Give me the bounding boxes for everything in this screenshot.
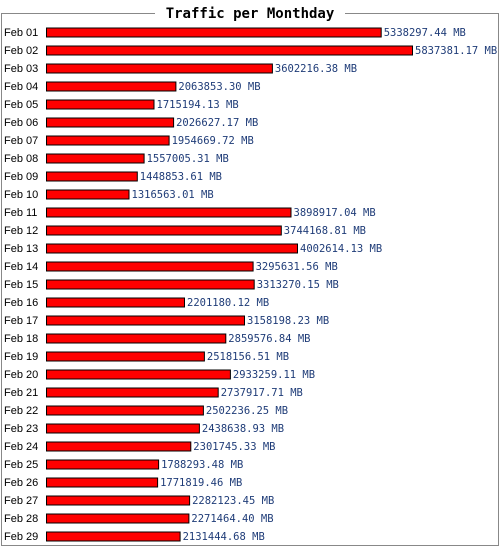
category-label: Feb 19 bbox=[4, 351, 38, 363]
value-label: 1316563.01 MB bbox=[132, 189, 214, 201]
value-label: 4002614.13 MB bbox=[300, 243, 382, 255]
category-label: Feb 13 bbox=[4, 243, 38, 255]
bar bbox=[46, 297, 185, 308]
value-label: 1448853.61 MB bbox=[140, 171, 222, 183]
category-label: Feb 27 bbox=[4, 495, 38, 507]
category-label: Feb 26 bbox=[4, 477, 38, 489]
category-label: Feb 09 bbox=[4, 171, 38, 183]
category-label: Feb 03 bbox=[4, 63, 38, 75]
bar bbox=[46, 225, 282, 236]
bar-rows: Feb 01 5338297.44 MB Feb 02 5837381.17 MB Fe… bbox=[4, 27, 497, 543]
chart-title: Traffic per Monthday bbox=[166, 6, 335, 22]
bar bbox=[46, 261, 254, 272]
bar bbox=[46, 207, 292, 218]
category-label: Feb 17 bbox=[4, 315, 38, 327]
bar bbox=[46, 459, 160, 470]
bar bbox=[46, 315, 245, 326]
value-label: 3744168.81 MB bbox=[284, 225, 366, 237]
bar bbox=[46, 423, 200, 434]
bar bbox=[46, 495, 191, 506]
bar bbox=[46, 513, 190, 524]
value-label: 2301745.33 MB bbox=[193, 441, 275, 453]
value-label: 2502236.25 MB bbox=[206, 405, 288, 417]
category-label: Feb 21 bbox=[4, 387, 38, 399]
bar bbox=[46, 279, 255, 290]
title-background bbox=[155, 4, 345, 24]
category-label: Feb 20 bbox=[4, 369, 38, 381]
value-label: 2859576.84 MB bbox=[228, 333, 310, 345]
value-label: 2131444.68 MB bbox=[183, 531, 265, 543]
category-label: Feb 01 bbox=[4, 27, 38, 39]
category-label: Feb 24 bbox=[4, 441, 38, 453]
category-label: Feb 25 bbox=[4, 459, 38, 471]
value-label: 1557005.31 MB bbox=[147, 153, 229, 165]
category-label: Feb 10 bbox=[4, 189, 38, 201]
category-label: Feb 18 bbox=[4, 333, 38, 345]
bar bbox=[46, 351, 205, 362]
category-label: Feb 15 bbox=[4, 279, 38, 291]
value-label: 1788293.48 MB bbox=[161, 459, 243, 471]
bar bbox=[46, 333, 227, 344]
value-label: 1771819.46 MB bbox=[160, 477, 242, 489]
category-label: Feb 22 bbox=[4, 405, 38, 417]
value-label: 1715194.13 MB bbox=[157, 99, 239, 111]
bar bbox=[46, 387, 219, 398]
category-label: Feb 04 bbox=[4, 81, 38, 93]
bar bbox=[46, 135, 170, 146]
category-label: Feb 12 bbox=[4, 225, 38, 237]
bar bbox=[46, 171, 138, 182]
category-label: Feb 14 bbox=[4, 261, 38, 273]
value-label: 3602216.38 MB bbox=[275, 63, 357, 75]
bar bbox=[46, 369, 231, 380]
bar bbox=[46, 27, 382, 38]
bar bbox=[46, 99, 155, 110]
category-label: Feb 16 bbox=[4, 297, 38, 309]
category-label: Feb 07 bbox=[4, 135, 38, 147]
value-label: 5837381.17 MB bbox=[415, 45, 497, 57]
bar bbox=[46, 45, 413, 56]
bar bbox=[46, 531, 181, 542]
value-label: 3898917.04 MB bbox=[294, 207, 376, 219]
value-label: 2201180.12 MB bbox=[187, 297, 269, 309]
bar bbox=[46, 405, 204, 416]
value-label: 2282123.45 MB bbox=[192, 495, 274, 507]
bar bbox=[46, 153, 145, 164]
category-label: Feb 29 bbox=[4, 531, 38, 543]
category-label: Feb 23 bbox=[4, 423, 38, 435]
bar bbox=[46, 477, 159, 488]
value-label: 5338297.44 MB bbox=[384, 27, 466, 39]
value-label: 2518156.51 MB bbox=[207, 351, 289, 363]
category-label: Feb 02 bbox=[4, 45, 38, 57]
bar bbox=[46, 63, 273, 74]
value-label: 2026627.17 MB bbox=[176, 117, 258, 129]
category-label: Feb 11 bbox=[4, 207, 37, 219]
value-label: 3158198.23 MB bbox=[247, 315, 329, 327]
value-label: 2933259.11 MB bbox=[233, 369, 315, 381]
bar bbox=[46, 117, 175, 128]
value-label: 2271464.40 MB bbox=[191, 513, 273, 525]
value-label: 2438638.93 MB bbox=[202, 423, 284, 435]
value-label: 3295631.56 MB bbox=[256, 261, 338, 273]
bar bbox=[46, 81, 177, 92]
bar bbox=[46, 441, 192, 452]
value-label: 3313270.15 MB bbox=[257, 279, 339, 291]
category-label: Feb 05 bbox=[4, 99, 38, 111]
value-label: 2737917.71 MB bbox=[221, 387, 303, 399]
value-label: 2063853.30 MB bbox=[178, 81, 260, 93]
bar bbox=[46, 189, 130, 200]
category-label: Feb 08 bbox=[4, 153, 38, 165]
category-label: Feb 06 bbox=[4, 117, 38, 129]
category-label: Feb 28 bbox=[4, 513, 38, 525]
bar bbox=[46, 243, 298, 254]
value-label: 1954669.72 MB bbox=[172, 135, 254, 147]
